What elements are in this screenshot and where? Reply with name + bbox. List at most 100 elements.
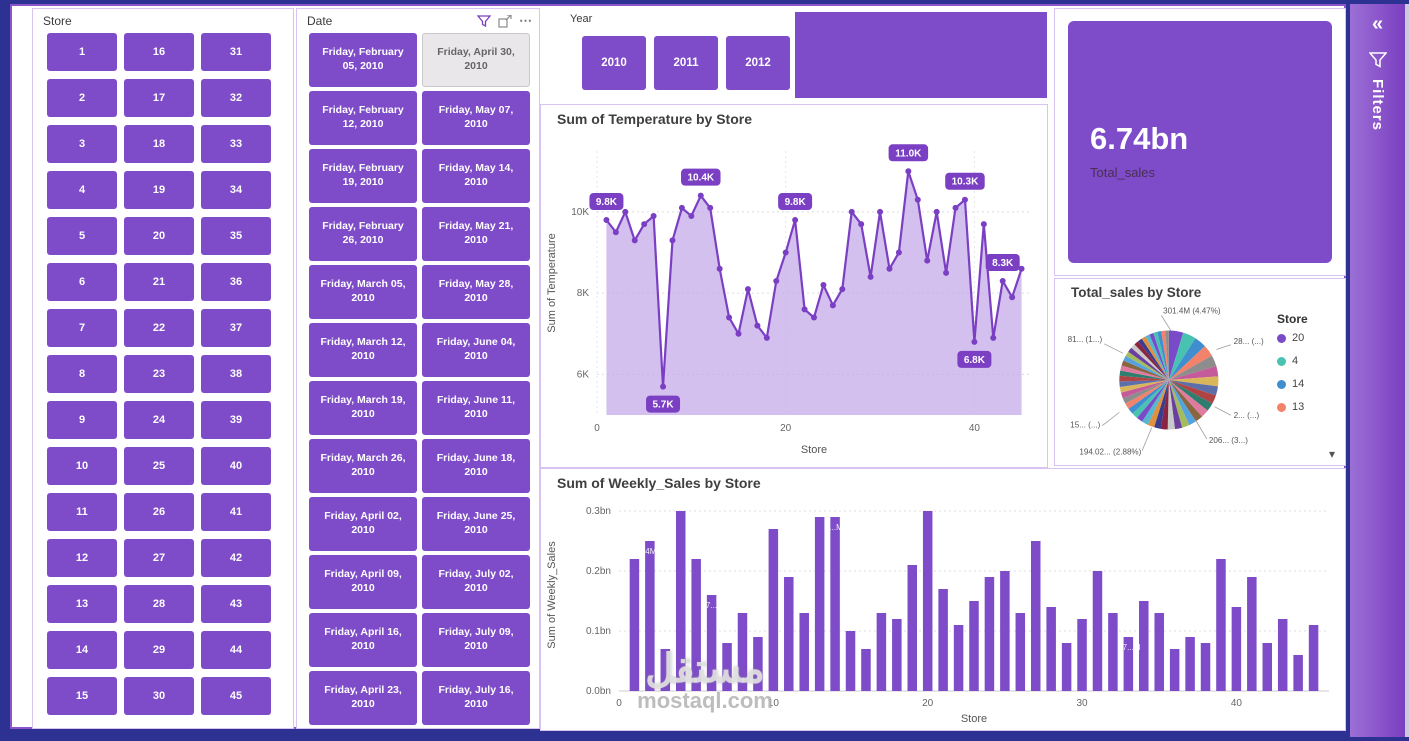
pie-legend-item[interactable]: 14 <box>1277 378 1343 390</box>
store-slicer-button[interactable]: 6 <box>47 263 117 301</box>
store-slicer-button[interactable]: 21 <box>124 263 194 301</box>
store-slicer-button[interactable]: 38 <box>201 355 271 393</box>
store-slicer-button[interactable]: 41 <box>201 493 271 531</box>
store-slicer-button[interactable]: 19 <box>124 171 194 209</box>
store-slicer-button[interactable]: 18 <box>124 125 194 163</box>
store-slicer-button[interactable]: 4 <box>47 171 117 209</box>
date-slicer-button[interactable]: Friday, June 25, 2010 <box>422 497 530 551</box>
pie-legend-item[interactable]: 4 <box>1277 355 1343 367</box>
store-slicer-button[interactable]: 12 <box>47 539 117 577</box>
store-slicer-button[interactable]: 43 <box>201 585 271 623</box>
store-slicer-button[interactable]: 30 <box>124 677 194 715</box>
year-slicer-button[interactable]: 2012 <box>726 36 790 90</box>
date-slicer-button[interactable]: Friday, May 07, 2010 <box>422 91 530 145</box>
store-slicer-button[interactable]: 27 <box>124 539 194 577</box>
store-slicer-button[interactable]: 22 <box>124 309 194 347</box>
date-slicer-button[interactable]: Friday, July 09, 2010 <box>422 613 530 667</box>
store-slicer-button[interactable]: 15 <box>47 677 117 715</box>
store-slicer-button[interactable]: 24 <box>124 401 194 439</box>
store-slicer-button[interactable]: 34 <box>201 171 271 209</box>
filter-icon[interactable] <box>1368 52 1387 69</box>
svg-text:20: 20 <box>922 698 934 709</box>
store-slicer-button[interactable]: 3 <box>47 125 117 163</box>
date-slicer-button[interactable]: Friday, February 26, 2010 <box>309 207 417 261</box>
store-slicer-button[interactable]: 7 <box>47 309 117 347</box>
temperature-chart-plot[interactable]: 0 20 40 6K 8K 10K 9.8K 5.7K 10.4K 9.8K 11.0K 10.3K 6… <box>541 127 1047 461</box>
store-slicer-button[interactable]: 36 <box>201 263 271 301</box>
date-slicer-button[interactable]: Friday, April 30, 2010 <box>422 33 530 87</box>
date-slicer-header: Date ⋯ <box>297 9 539 31</box>
date-slicer-button[interactable]: Friday, May 28, 2010 <box>422 265 530 319</box>
store-slicer-button[interactable]: 26 <box>124 493 194 531</box>
pie-legend-item[interactable]: 13 <box>1277 401 1343 413</box>
store-slicer-button[interactable]: 11 <box>47 493 117 531</box>
svg-text:37...M: 37...M <box>1118 643 1141 652</box>
svg-text:Store: Store <box>801 444 827 456</box>
date-slicer-button[interactable]: Friday, April 23, 2010 <box>309 671 417 725</box>
chevron-down-icon[interactable]: ▾ <box>1328 447 1335 461</box>
store-slicer-button[interactable]: 16 <box>124 33 194 71</box>
svg-text:40: 40 <box>1231 698 1243 709</box>
store-slicer-button[interactable]: 23 <box>124 355 194 393</box>
total-sales-card: 6.74bn Total_sales <box>1054 8 1346 276</box>
date-slicer-button[interactable]: Friday, June 11, 2010 <box>422 381 530 435</box>
date-slicer-button[interactable]: Friday, February 19, 2010 <box>309 149 417 203</box>
store-slicer-button[interactable]: 45 <box>201 677 271 715</box>
year-slicer-button[interactable]: 2010 <box>582 36 646 90</box>
filters-pane[interactable]: « Filters <box>1350 4 1405 737</box>
store-slicer-button[interactable]: 32 <box>201 79 271 117</box>
date-slicer-button[interactable]: Friday, July 02, 2010 <box>422 555 530 609</box>
year-button-row: 2010 2011 2012 <box>582 36 800 90</box>
more-options-icon[interactable]: ⋯ <box>519 13 533 28</box>
store-slicer-button[interactable]: 8 <box>47 355 117 393</box>
date-slicer-button[interactable]: Friday, February 05, 2010 <box>309 33 417 87</box>
store-slicer-button[interactable]: 29 <box>124 631 194 669</box>
bar-chart-plot[interactable]: 0.0bn 0.1bn 0.2bn 0.3bn 4M 57...M ...M 37...M 0 1… <box>541 491 1345 727</box>
svg-text:Store: Store <box>961 713 987 725</box>
date-slicer-button[interactable]: Friday, April 09, 2010 <box>309 555 417 609</box>
date-slicer-button[interactable]: Friday, June 18, 2010 <box>422 439 530 493</box>
svg-text:10.3K: 10.3K <box>952 177 979 188</box>
store-slicer-button[interactable]: 37 <box>201 309 271 347</box>
pie-legend: Store 20 4 14 13 <box>1277 300 1343 460</box>
vertical-scrollbar[interactable] <box>1405 4 1409 737</box>
store-slicer-button[interactable]: 14 <box>47 631 117 669</box>
store-slicer-title: Store <box>43 14 72 28</box>
store-slicer-button[interactable]: 35 <box>201 217 271 255</box>
store-slicer-button[interactable]: 20 <box>124 217 194 255</box>
store-slicer-button[interactable]: 40 <box>201 447 271 485</box>
filter-icon[interactable] <box>477 14 491 28</box>
date-slicer-button[interactable]: Friday, March 26, 2010 <box>309 439 417 493</box>
pie-chart-plot[interactable]: 301.4M (4.47%) 28... (...) 81... (1...) 2..… <box>1055 300 1277 460</box>
store-slicer-button[interactable]: 13 <box>47 585 117 623</box>
expand-pane-icon[interactable]: « <box>1371 13 1384 35</box>
store-slicer-button[interactable]: 10 <box>47 447 117 485</box>
store-slicer-button[interactable]: 33 <box>201 125 271 163</box>
date-slicer-button[interactable]: Friday, April 16, 2010 <box>309 613 417 667</box>
store-slicer-button[interactable]: 1 <box>47 33 117 71</box>
store-slicer-button[interactable]: 39 <box>201 401 271 439</box>
store-slicer-button[interactable]: 9 <box>47 401 117 439</box>
date-slicer-button[interactable]: Friday, May 14, 2010 <box>422 149 530 203</box>
date-slicer-button[interactable]: Friday, June 04, 2010 <box>422 323 530 377</box>
date-slicer-button[interactable]: Friday, February 12, 2010 <box>309 91 417 145</box>
store-slicer-button[interactable]: 2 <box>47 79 117 117</box>
date-slicer-button[interactable]: Friday, July 16, 2010 <box>422 671 530 725</box>
pie-legend-item[interactable]: 20 <box>1277 332 1343 344</box>
store-slicer-button[interactable]: 28 <box>124 585 194 623</box>
focus-mode-icon[interactable] <box>498 14 512 28</box>
year-slicer-button[interactable]: 2011 <box>654 36 718 90</box>
svg-text:0.3bn: 0.3bn <box>586 506 611 517</box>
store-slicer-button[interactable]: 5 <box>47 217 117 255</box>
store-slicer-button[interactable]: 17 <box>124 79 194 117</box>
date-slicer-button[interactable]: Friday, May 21, 2010 <box>422 207 530 261</box>
store-slicer-button[interactable]: 42 <box>201 539 271 577</box>
store-slicer-button[interactable]: 44 <box>201 631 271 669</box>
store-slicer-button[interactable]: 31 <box>201 33 271 71</box>
date-slicer-button[interactable]: Friday, March 12, 2010 <box>309 323 417 377</box>
date-slicer-button[interactable]: Friday, March 19, 2010 <box>309 381 417 435</box>
weekly-sales-bar-chart: Sum of Weekly_Sales by Store 0.0bn 0.1bn 0… <box>540 468 1346 731</box>
store-slicer-button[interactable]: 25 <box>124 447 194 485</box>
date-slicer-button[interactable]: Friday, April 02, 2010 <box>309 497 417 551</box>
date-slicer-button[interactable]: Friday, March 05, 2010 <box>309 265 417 319</box>
